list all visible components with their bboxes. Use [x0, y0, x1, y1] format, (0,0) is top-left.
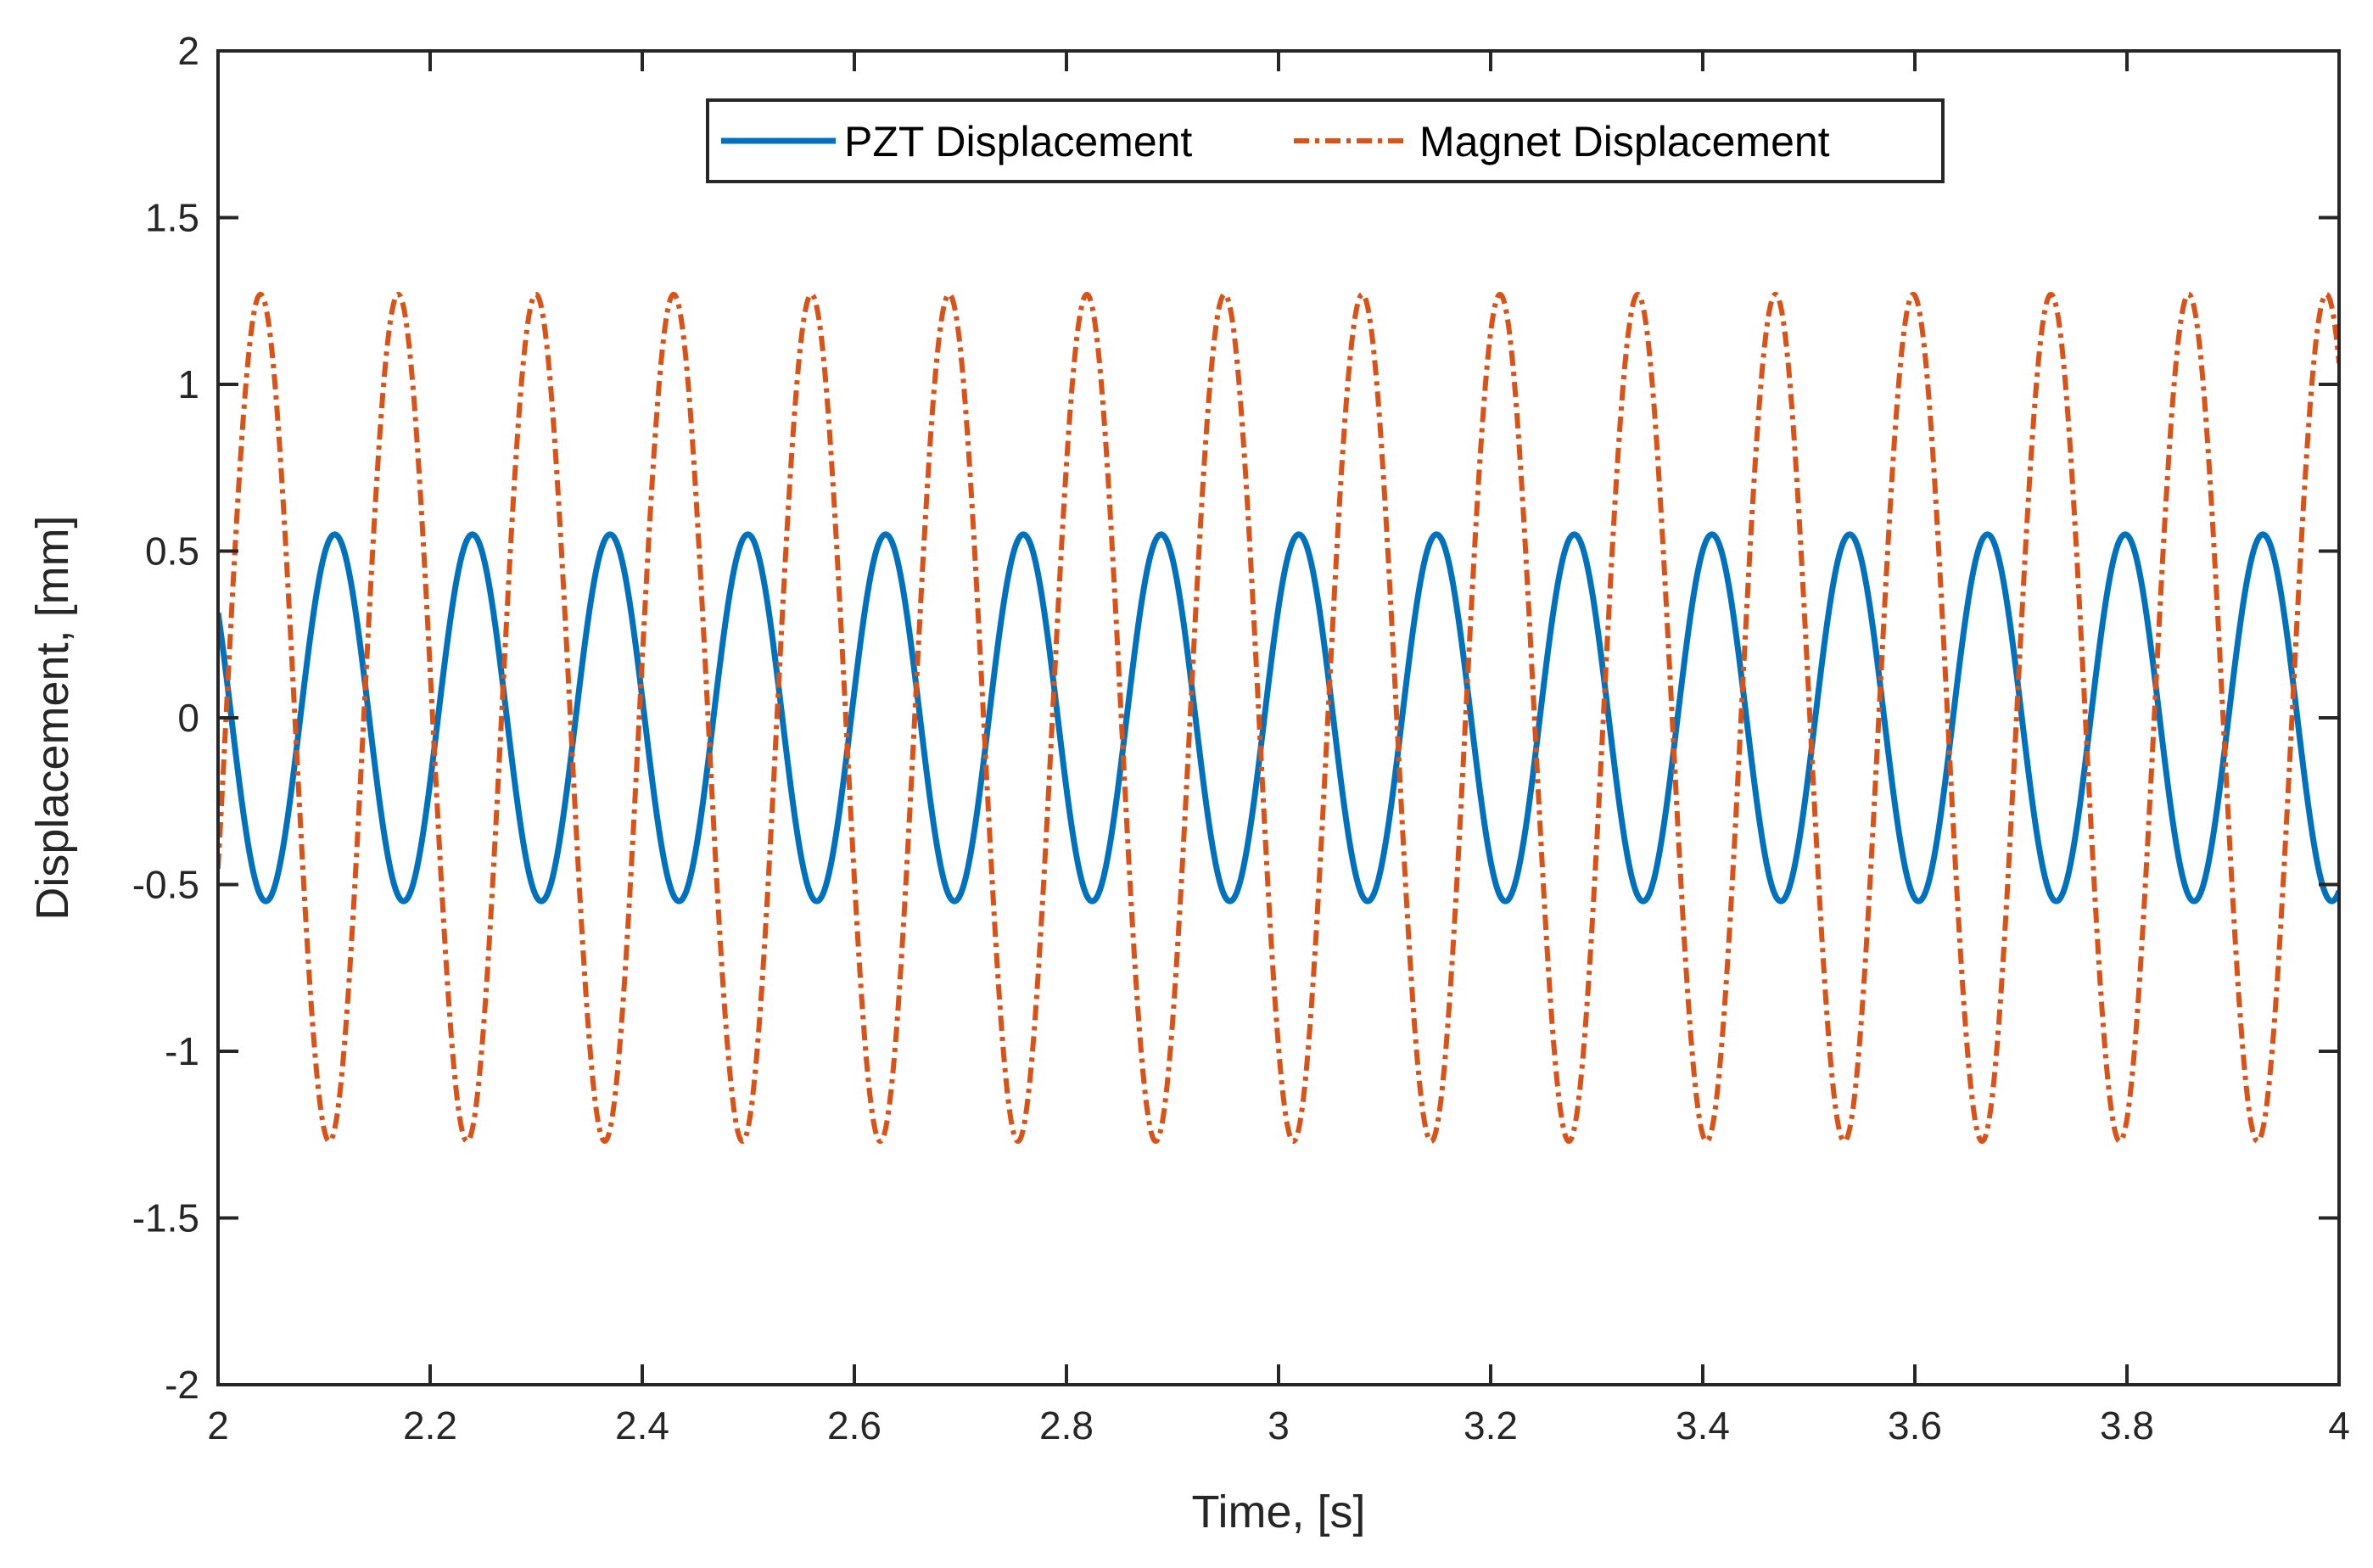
tick-marks	[216, 49, 2341, 1386]
y-tick-label: -1.5	[132, 1196, 199, 1240]
y-tick-label: 1	[177, 362, 199, 406]
x-tick-label: 3	[1268, 1403, 1290, 1448]
y-tick-label: -2	[165, 1363, 199, 1407]
y-tick-label: 1.5	[145, 196, 199, 240]
x-tick-label: 3.8	[2100, 1403, 2154, 1448]
y-tick-label: 2	[177, 29, 199, 73]
x-tick-label: 4	[2328, 1403, 2350, 1448]
y-tick-label: 0	[177, 696, 199, 740]
x-axis-label: Time, [s]	[1191, 1487, 1365, 1537]
legend: PZT Displacement Magnet Displacement	[706, 98, 1945, 183]
y-tick-label: -1	[165, 1029, 199, 1073]
x-tick-label: 2.4	[615, 1403, 669, 1448]
x-tick-label: 2.8	[1039, 1403, 1094, 1448]
series-line-magnet-displacement	[218, 291, 2339, 1145]
y-tick-labels: -2 -1.5 -1 -0.5 0 0.5 1 1.5 2	[132, 29, 199, 1407]
x-tick-label: 3.2	[1464, 1403, 1518, 1448]
x-tick-label: 2.6	[827, 1403, 881, 1448]
x-tick-label: 2.2	[403, 1403, 457, 1448]
y-tick-label: 0.5	[145, 529, 199, 574]
x-tick-labels: 2 2.2 2.4 2.6 2.8 3 3.2 3.4 3.6 3.8 4	[207, 1403, 2350, 1448]
plot-area	[216, 49, 2341, 1386]
y-tick-label: -0.5	[132, 863, 199, 907]
x-tick-label: 3.4	[1676, 1403, 1730, 1448]
series-layer	[218, 291, 2339, 1145]
x-tick-label: 2	[207, 1403, 229, 1448]
x-tick-label: 3.6	[1888, 1403, 1942, 1448]
legend-magnet-label: Magnet Displacement	[1419, 118, 1830, 165]
legend-pzt-label: PZT Displacement	[844, 118, 1192, 165]
y-axis-label: Displacement, [mm]	[27, 515, 78, 920]
